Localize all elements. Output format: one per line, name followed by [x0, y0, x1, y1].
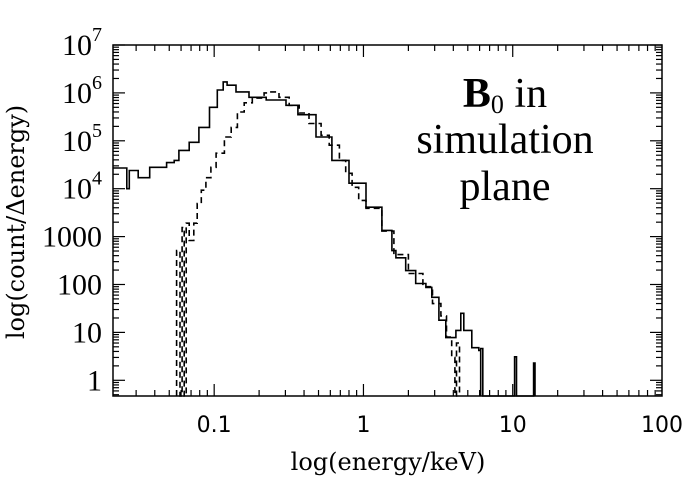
plot-frame: [112, 44, 663, 397]
series-dashed-line: [175, 91, 461, 397]
y-tick-labels: 1 10 100 1000 104 105 106 107: [42, 24, 102, 397]
y-tick-label: 105: [62, 120, 102, 158]
x-tick-label: 0.1: [197, 413, 232, 438]
series-solid-line: [113, 81, 536, 397]
x-tick-labels: 0.1 1 10 100: [197, 413, 683, 438]
y-tick-label: 104: [62, 168, 102, 206]
y-tick-label: 1: [87, 364, 102, 397]
axis-ticks: [113, 44, 663, 396]
y-tick-label: 100: [57, 268, 102, 301]
x-axis-label: log(energy/keV): [291, 448, 486, 476]
y-tick-label: 1000: [42, 221, 102, 254]
y-axis-label: log(count/Δenergy): [2, 105, 30, 339]
series-group: [113, 81, 536, 397]
x-tick-label: 1: [356, 413, 370, 438]
annotation-line2: simulation: [416, 117, 593, 163]
y-tick-label: 106: [62, 72, 102, 110]
y-tick-label: 10: [72, 316, 102, 349]
annotation-line3: plane: [460, 164, 551, 210]
annotation-line1: B0 in: [463, 71, 547, 119]
x-tick-label: 100: [641, 413, 683, 438]
y-tick-label: 107: [62, 24, 102, 62]
annotation: B0 in simulation plane: [416, 71, 593, 210]
x-tick-label: 10: [499, 413, 527, 438]
